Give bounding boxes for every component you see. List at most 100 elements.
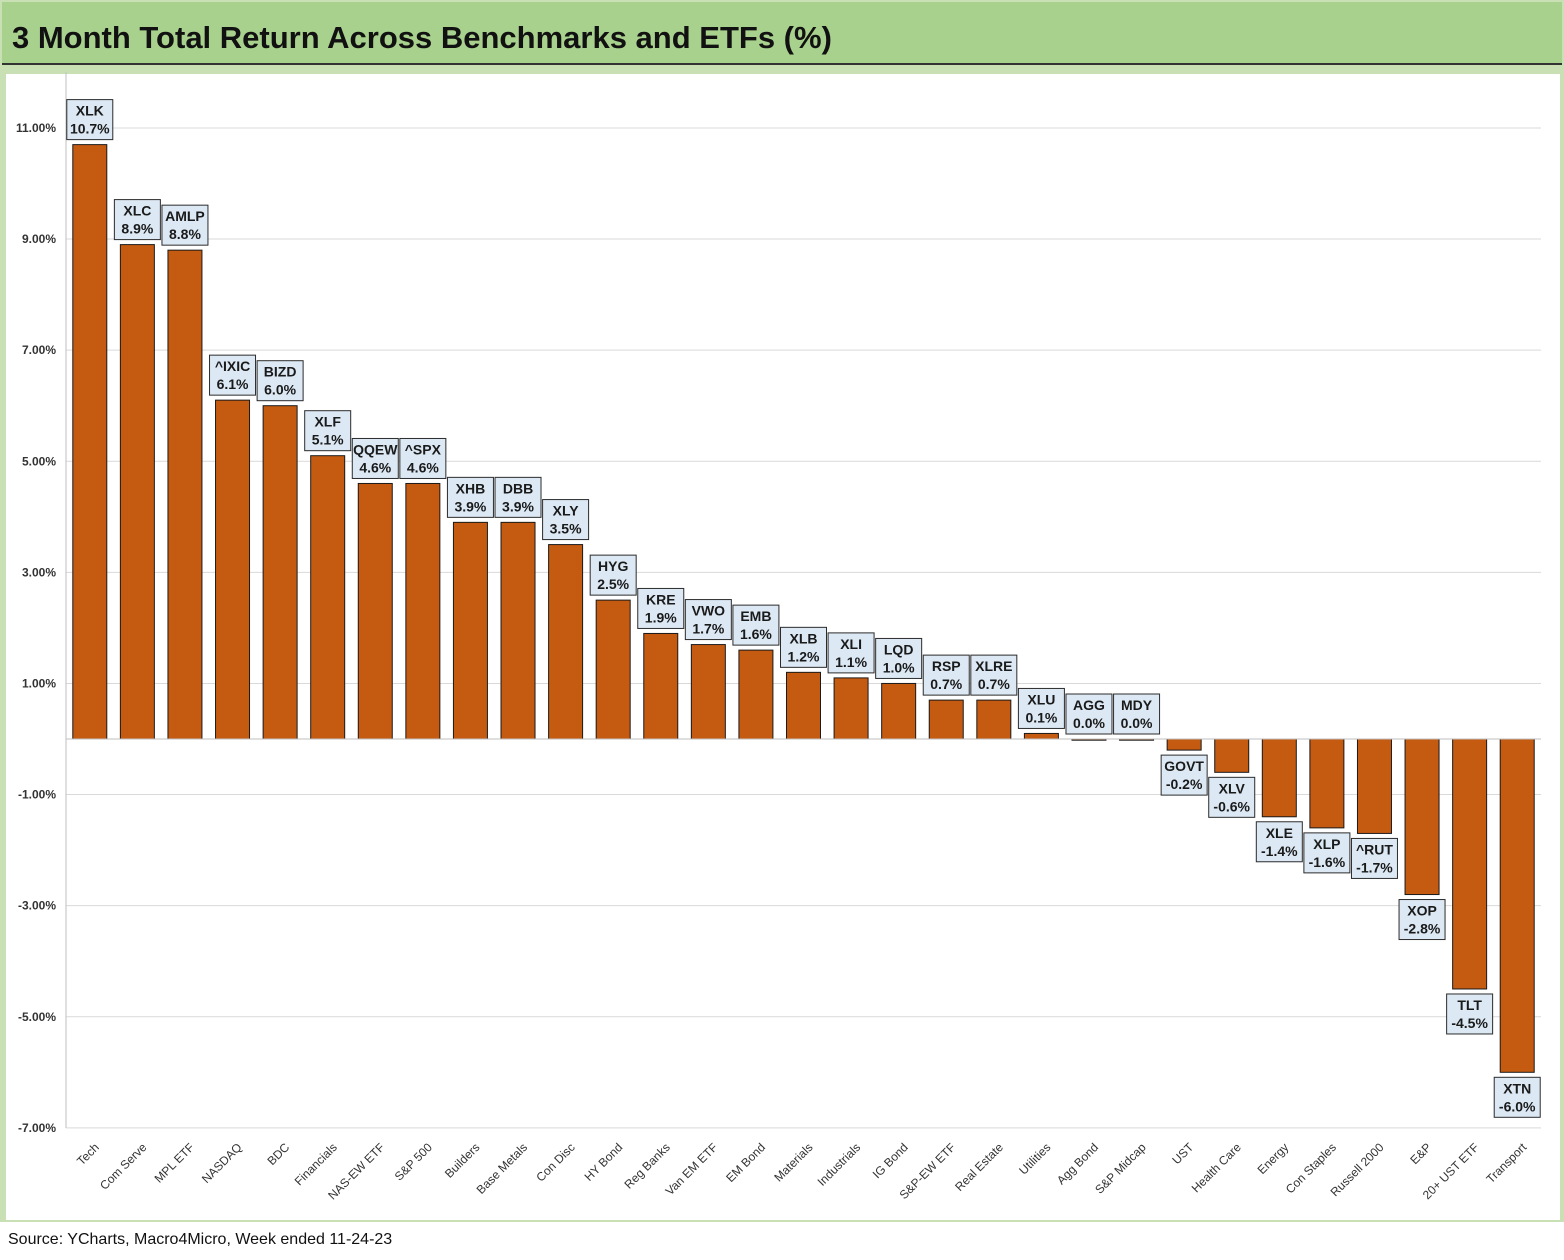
x-tick-label: Utilities xyxy=(1016,1140,1053,1177)
x-tick-label: UST xyxy=(1169,1140,1196,1167)
data-label-box xyxy=(1398,899,1446,941)
y-tick-label: 5.00% xyxy=(22,454,56,468)
x-tick-label: Transport xyxy=(1483,1140,1529,1186)
data-label-value: -1.6% xyxy=(1309,854,1346,870)
data-label-box xyxy=(589,554,637,596)
x-tick-label: S&P 500 xyxy=(392,1140,435,1183)
data-label-box xyxy=(1208,776,1256,818)
data-label-value: 2.5% xyxy=(597,576,629,592)
data-label-value: 1.7% xyxy=(692,621,724,637)
data-label-value: 4.6% xyxy=(407,459,439,475)
data-label-box xyxy=(732,604,780,646)
x-tick-label: Financials xyxy=(292,1140,340,1188)
data-label-box xyxy=(1303,832,1351,874)
data-label-ticker: RSP xyxy=(932,658,961,674)
bar xyxy=(310,455,346,740)
data-label-value: -1.7% xyxy=(1356,859,1393,875)
bar xyxy=(1404,738,1440,896)
y-tick-label: 3.00% xyxy=(22,565,56,579)
bar xyxy=(643,632,679,740)
x-tick-label: MPL ETF xyxy=(152,1140,197,1185)
data-label-value: -0.6% xyxy=(1213,798,1250,814)
y-tick-label: 11.00% xyxy=(16,121,56,135)
data-label-ticker: AMLP xyxy=(165,208,205,224)
data-label-box xyxy=(1255,821,1303,863)
bar xyxy=(976,699,1012,740)
data-label-value: 8.9% xyxy=(121,221,153,237)
data-label-value: -2.8% xyxy=(1404,921,1441,937)
x-tick-label: Con Disc xyxy=(533,1140,577,1184)
data-label-box xyxy=(161,204,209,246)
x-tick-label: Materials xyxy=(771,1140,815,1184)
data-label-ticker: XLB xyxy=(790,630,818,646)
data-label-value: 1.9% xyxy=(645,609,677,625)
data-label-value: 5.1% xyxy=(312,432,344,448)
data-label-box xyxy=(970,654,1018,696)
data-label-value: 3.9% xyxy=(454,498,486,514)
data-label-value: 0.0% xyxy=(1121,715,1153,731)
data-label-value: 3.5% xyxy=(550,521,582,537)
data-label-box xyxy=(1160,754,1208,796)
data-label-value: 0.0% xyxy=(1073,715,1105,731)
data-label-box xyxy=(684,599,732,641)
bar xyxy=(595,599,631,740)
data-label-ticker: QQEW xyxy=(353,441,398,457)
x-tick-label: Tech xyxy=(74,1140,102,1168)
bar xyxy=(1452,738,1488,990)
data-label-value: 1.0% xyxy=(883,659,915,675)
data-label-value: 3.9% xyxy=(502,498,534,514)
x-tick-label: Real Estate xyxy=(952,1140,1006,1194)
data-label-ticker: EMB xyxy=(740,608,771,624)
data-label-ticker: XLU xyxy=(1027,691,1055,707)
bar xyxy=(262,405,298,740)
bar xyxy=(215,399,251,740)
data-label-box xyxy=(446,476,494,518)
x-tick-label: E&P xyxy=(1407,1140,1434,1167)
bar xyxy=(500,521,536,740)
data-label-value: 6.1% xyxy=(217,376,249,392)
data-label-ticker: MDY xyxy=(1121,697,1153,713)
bar xyxy=(72,144,108,740)
y-tick-label: -7.00% xyxy=(18,1121,56,1135)
data-label-ticker: VWO xyxy=(692,603,726,619)
x-tick-label: IG Bond xyxy=(870,1140,911,1181)
y-tick-label: -3.00% xyxy=(18,899,56,913)
data-label-value: 1.1% xyxy=(835,654,867,670)
data-label-ticker: XLF xyxy=(314,414,341,430)
data-label-ticker: DBB xyxy=(503,480,533,496)
data-label-ticker: GOVT xyxy=(1164,758,1204,774)
data-label-ticker: KRE xyxy=(646,591,676,607)
data-label-value: 0.7% xyxy=(978,676,1010,692)
data-label-ticker: XLK xyxy=(76,103,104,119)
bar xyxy=(1356,738,1392,834)
data-label-box xyxy=(1017,687,1065,729)
y-tick-label: -5.00% xyxy=(18,1010,56,1024)
data-label-box xyxy=(780,626,827,668)
x-tick-label: Industrials xyxy=(815,1140,864,1189)
data-label-ticker: ^RUT xyxy=(1356,841,1393,857)
data-label-value: 10.7% xyxy=(70,121,110,137)
x-tick-label: Base Metals xyxy=(474,1140,531,1197)
data-label-ticker: XHB xyxy=(456,480,486,496)
x-tick-label: S&P Midcap xyxy=(1092,1140,1149,1197)
bar xyxy=(119,244,155,740)
x-tick-label: NASDAQ xyxy=(199,1140,245,1186)
bar xyxy=(1499,738,1535,1073)
x-tick-label: Builders xyxy=(442,1140,483,1181)
data-label-value: 4.6% xyxy=(359,459,391,475)
data-label-box xyxy=(637,587,685,629)
data-label-value: -4.5% xyxy=(1451,1015,1488,1031)
x-tick-label: Agg Bond xyxy=(1054,1140,1101,1187)
data-label-box xyxy=(304,410,352,452)
bar xyxy=(405,482,441,740)
data-label-box xyxy=(66,99,114,141)
bar xyxy=(1166,738,1202,751)
bar xyxy=(452,521,488,740)
bar-chart: 11.00% 9.00% 7.00% 5.00% 3.00% 1.00% -1.00% -3.… xyxy=(16,72,1541,1202)
bar xyxy=(738,649,774,740)
x-tick-label: Com Serve xyxy=(97,1140,150,1193)
data-label-box xyxy=(875,637,923,679)
data-label-ticker: ^IXIC xyxy=(215,358,250,374)
data-label-ticker: XLE xyxy=(1266,825,1293,841)
data-label-value: 0.7% xyxy=(930,676,962,692)
